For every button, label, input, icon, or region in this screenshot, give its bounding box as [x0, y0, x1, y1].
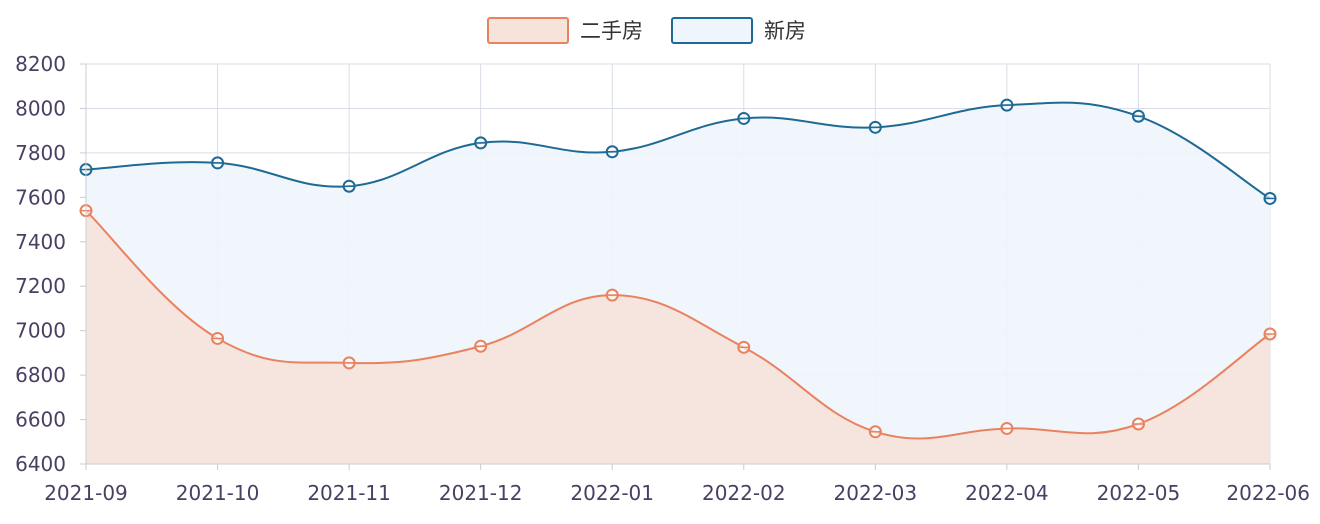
y-tick-label: 7200 — [15, 274, 66, 298]
legend-label: 二手房 — [580, 19, 643, 43]
x-tick-label: 2021-12 — [439, 481, 523, 505]
y-tick-label: 6800 — [15, 363, 66, 387]
legend-label: 新房 — [764, 19, 806, 43]
y-tick-label: 7800 — [15, 141, 66, 165]
y-axis: 6400 6600 6800 7000 7200 7400 7600 7800 8000 8200 — [15, 52, 87, 476]
x-tick-label: 2022-05 — [1097, 481, 1181, 505]
x-axis: 2021-09 2021-10 2021-11 2021-12 2022-01 2022-… — [44, 463, 1310, 505]
x-tick-label: 2022-03 — [834, 481, 918, 505]
x-tick-label: 2022-02 — [702, 481, 786, 505]
y-tick-label: 7400 — [15, 230, 66, 254]
legend-item-0[interactable]: 二手房 — [487, 17, 643, 44]
legend: 二手房 新房 — [487, 17, 806, 44]
x-tick-label: 2021-11 — [307, 481, 391, 505]
y-tick-label: 7600 — [15, 185, 66, 209]
y-tick-label: 6400 — [15, 452, 66, 476]
series-areas — [86, 102, 1270, 464]
series-lines — [85, 101, 1271, 440]
x-tick-label: 2021-10 — [176, 481, 260, 505]
series-line-1 — [85, 101, 1271, 200]
y-tick-label: 8200 — [15, 52, 66, 76]
y-tick-label: 8000 — [15, 96, 66, 120]
y-tick-label: 7000 — [15, 319, 66, 343]
series-line-0 — [85, 209, 1271, 440]
x-tick-label: 2022-06 — [1226, 481, 1310, 505]
legend-swatch — [671, 17, 753, 44]
legend-swatch — [487, 17, 569, 44]
y-tick-label: 6600 — [15, 408, 66, 432]
x-tick-label: 2022-04 — [965, 481, 1049, 505]
x-tick-label: 2022-01 — [570, 481, 654, 505]
series-area-0 — [86, 210, 1270, 464]
x-tick-label: 2021-09 — [44, 481, 128, 505]
legend-item-1[interactable]: 新房 — [671, 17, 806, 44]
